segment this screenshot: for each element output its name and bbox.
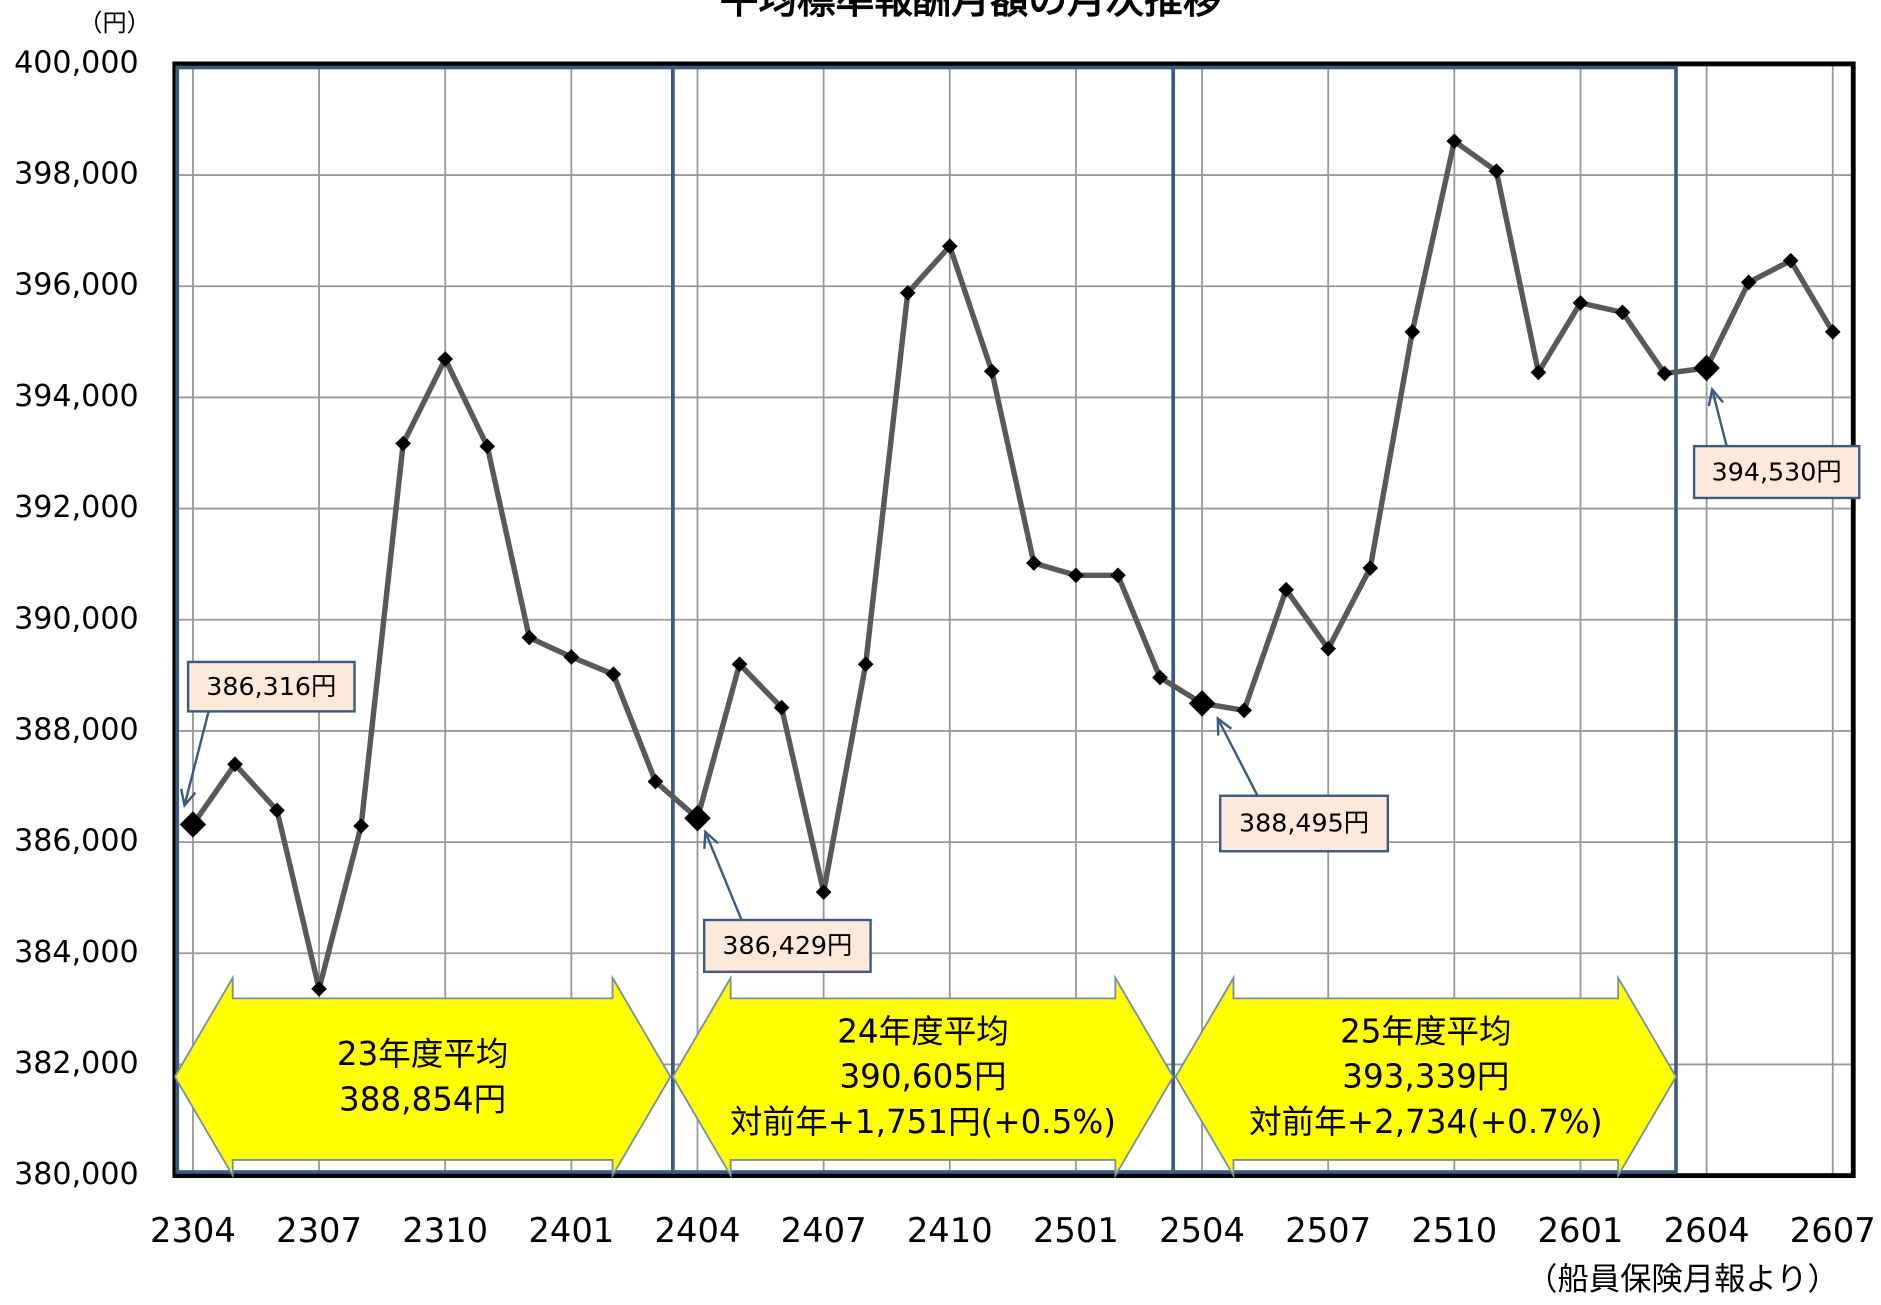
data-point bbox=[179, 811, 207, 838]
data-point bbox=[1530, 364, 1547, 381]
period-arrow bbox=[671, 974, 1175, 1179]
x-tick-label: 2501 bbox=[1033, 1211, 1119, 1250]
x-tick-label: 2310 bbox=[402, 1211, 488, 1250]
callout-box bbox=[1219, 794, 1390, 853]
data-point bbox=[1693, 354, 1720, 382]
data-point bbox=[353, 818, 369, 834]
y-tick-label: 396,000 bbox=[14, 268, 139, 303]
period-label: 対前年+1,751円(+0.5%) bbox=[730, 1103, 1116, 1141]
callout-arrow bbox=[1711, 389, 1728, 447]
data-point bbox=[1110, 567, 1126, 584]
y-tick-label: 390,000 bbox=[14, 601, 139, 636]
y-tick-label: 400,000 bbox=[14, 45, 139, 80]
data-point bbox=[941, 238, 958, 255]
y-tick-label: 384,000 bbox=[14, 935, 139, 970]
data-point bbox=[1656, 365, 1673, 382]
y-unit: （円） bbox=[78, 9, 150, 37]
x-tick-label: 2404 bbox=[655, 1211, 741, 1250]
period-label: 24年度平均 bbox=[837, 1012, 1009, 1050]
callout-label: 386,429円 bbox=[722, 930, 852, 960]
callout-arrow bbox=[1216, 718, 1259, 797]
x-tick-label: 2604 bbox=[1664, 1211, 1750, 1250]
period-box bbox=[1171, 65, 1678, 1174]
data-point bbox=[1404, 323, 1421, 340]
period-label: 390,605円 bbox=[839, 1058, 1006, 1096]
callout-arrow-head bbox=[1707, 386, 1724, 407]
data-point bbox=[1068, 567, 1084, 584]
x-tick-label: 2407 bbox=[781, 1211, 867, 1250]
y-tick-label: 388,000 bbox=[14, 712, 139, 747]
data-point bbox=[1236, 702, 1252, 719]
data-line bbox=[190, 136, 1836, 990]
data-point bbox=[1614, 304, 1631, 321]
x-tick-label: 2307 bbox=[276, 1211, 362, 1250]
callout-box bbox=[1692, 444, 1861, 500]
callout-label: 388,495円 bbox=[1239, 808, 1369, 838]
data-point bbox=[1026, 555, 1042, 571]
x-tick-label: 2410 bbox=[907, 1211, 993, 1250]
data-point bbox=[311, 980, 327, 997]
plot-frame bbox=[172, 61, 1856, 1179]
data-point bbox=[815, 884, 832, 900]
data-point bbox=[605, 666, 622, 683]
period-label: 25年度平均 bbox=[1340, 1012, 1512, 1050]
data-point bbox=[1362, 560, 1379, 576]
y-tick-label: 382,000 bbox=[14, 1046, 139, 1081]
period-label: 388,854円 bbox=[339, 1080, 506, 1118]
period-arrow bbox=[173, 974, 672, 1179]
callout-label: 394,530円 bbox=[1712, 456, 1842, 486]
x-tick-label: 2510 bbox=[1411, 1211, 1497, 1250]
x-tick-label: 2401 bbox=[528, 1211, 614, 1250]
data-point bbox=[1572, 295, 1589, 311]
y-tick-label: 392,000 bbox=[14, 490, 139, 525]
callout-arrow-head bbox=[703, 829, 719, 849]
period-label: 393,339円 bbox=[1342, 1058, 1509, 1096]
x-tick-label: 2504 bbox=[1159, 1211, 1245, 1250]
data-point bbox=[1320, 640, 1337, 657]
period-label: 対前年+2,734(+0.7%) bbox=[1249, 1103, 1602, 1141]
y-tick-label: 394,000 bbox=[14, 379, 139, 414]
x-tick-label: 2601 bbox=[1538, 1211, 1624, 1250]
data-point bbox=[395, 435, 412, 452]
y-tick-label: 398,000 bbox=[14, 157, 139, 192]
source: （船員保険月報より） bbox=[1526, 1262, 1839, 1298]
callout-box bbox=[186, 660, 356, 713]
x-tick-label: 2304 bbox=[150, 1211, 236, 1250]
callout-box bbox=[702, 918, 872, 974]
callout-arrow-head bbox=[1216, 716, 1233, 736]
y-tick-label: 380,000 bbox=[14, 1157, 139, 1192]
x-tick-label: 2507 bbox=[1285, 1211, 1371, 1250]
period-label: 23年度平均 bbox=[337, 1035, 509, 1073]
data-point bbox=[1278, 581, 1294, 598]
data-point bbox=[731, 656, 748, 673]
callout-arrow-head bbox=[179, 788, 197, 809]
data-point bbox=[1152, 669, 1168, 686]
chart-title: 平均標準報酬月額の月次推移 bbox=[720, 0, 1222, 23]
y-tick-label: 386,000 bbox=[14, 824, 139, 859]
data-point bbox=[1740, 274, 1757, 291]
data-point bbox=[857, 656, 874, 673]
data-point bbox=[437, 351, 454, 367]
callout-arrow bbox=[704, 831, 743, 921]
callout-arrow bbox=[183, 711, 210, 806]
data-point bbox=[479, 438, 496, 455]
data-point bbox=[1188, 690, 1216, 717]
data-point bbox=[899, 285, 916, 301]
period-arrow bbox=[1174, 974, 1678, 1179]
callout-label: 386,316円 bbox=[206, 671, 336, 701]
x-tick-label: 2607 bbox=[1790, 1211, 1876, 1250]
data-point bbox=[983, 363, 1000, 380]
